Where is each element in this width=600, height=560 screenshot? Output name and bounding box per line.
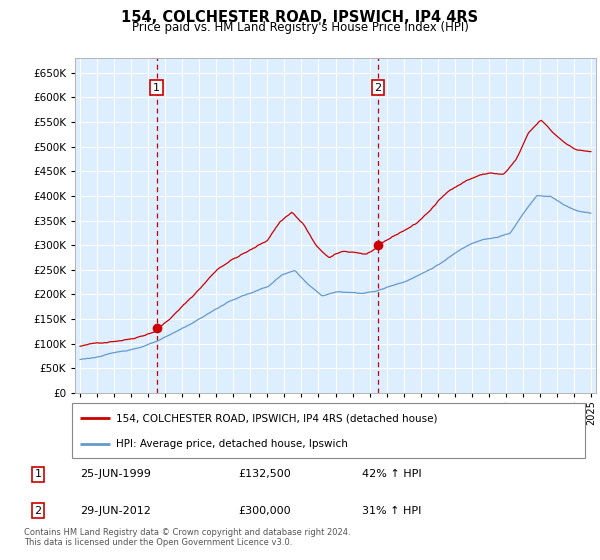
Text: Price paid vs. HM Land Registry's House Price Index (HPI): Price paid vs. HM Land Registry's House … (131, 21, 469, 34)
Text: 1: 1 (153, 82, 160, 92)
Text: Contains HM Land Registry data © Crown copyright and database right 2024.
This d: Contains HM Land Registry data © Crown c… (24, 528, 350, 548)
Text: 29-JUN-2012: 29-JUN-2012 (80, 506, 151, 516)
Text: HPI: Average price, detached house, Ipswich: HPI: Average price, detached house, Ipsw… (116, 439, 347, 449)
Text: 25-JUN-1999: 25-JUN-1999 (80, 469, 151, 479)
Text: 31% ↑ HPI: 31% ↑ HPI (362, 506, 422, 516)
Text: 154, COLCHESTER ROAD, IPSWICH, IP4 4RS: 154, COLCHESTER ROAD, IPSWICH, IP4 4RS (121, 10, 479, 25)
Text: 154, COLCHESTER ROAD, IPSWICH, IP4 4RS (detached house): 154, COLCHESTER ROAD, IPSWICH, IP4 4RS (… (116, 413, 437, 423)
FancyBboxPatch shape (72, 403, 585, 458)
Text: £132,500: £132,500 (238, 469, 291, 479)
Text: 2: 2 (374, 82, 382, 92)
Text: 1: 1 (35, 469, 41, 479)
Text: 42% ↑ HPI: 42% ↑ HPI (362, 469, 422, 479)
Text: £300,000: £300,000 (238, 506, 291, 516)
Text: 2: 2 (35, 506, 41, 516)
